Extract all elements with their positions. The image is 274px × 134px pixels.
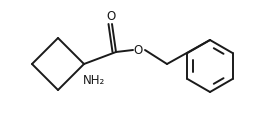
Text: NH₂: NH₂ <box>83 74 105 87</box>
Text: O: O <box>133 44 143 57</box>
Text: O: O <box>106 10 116 23</box>
